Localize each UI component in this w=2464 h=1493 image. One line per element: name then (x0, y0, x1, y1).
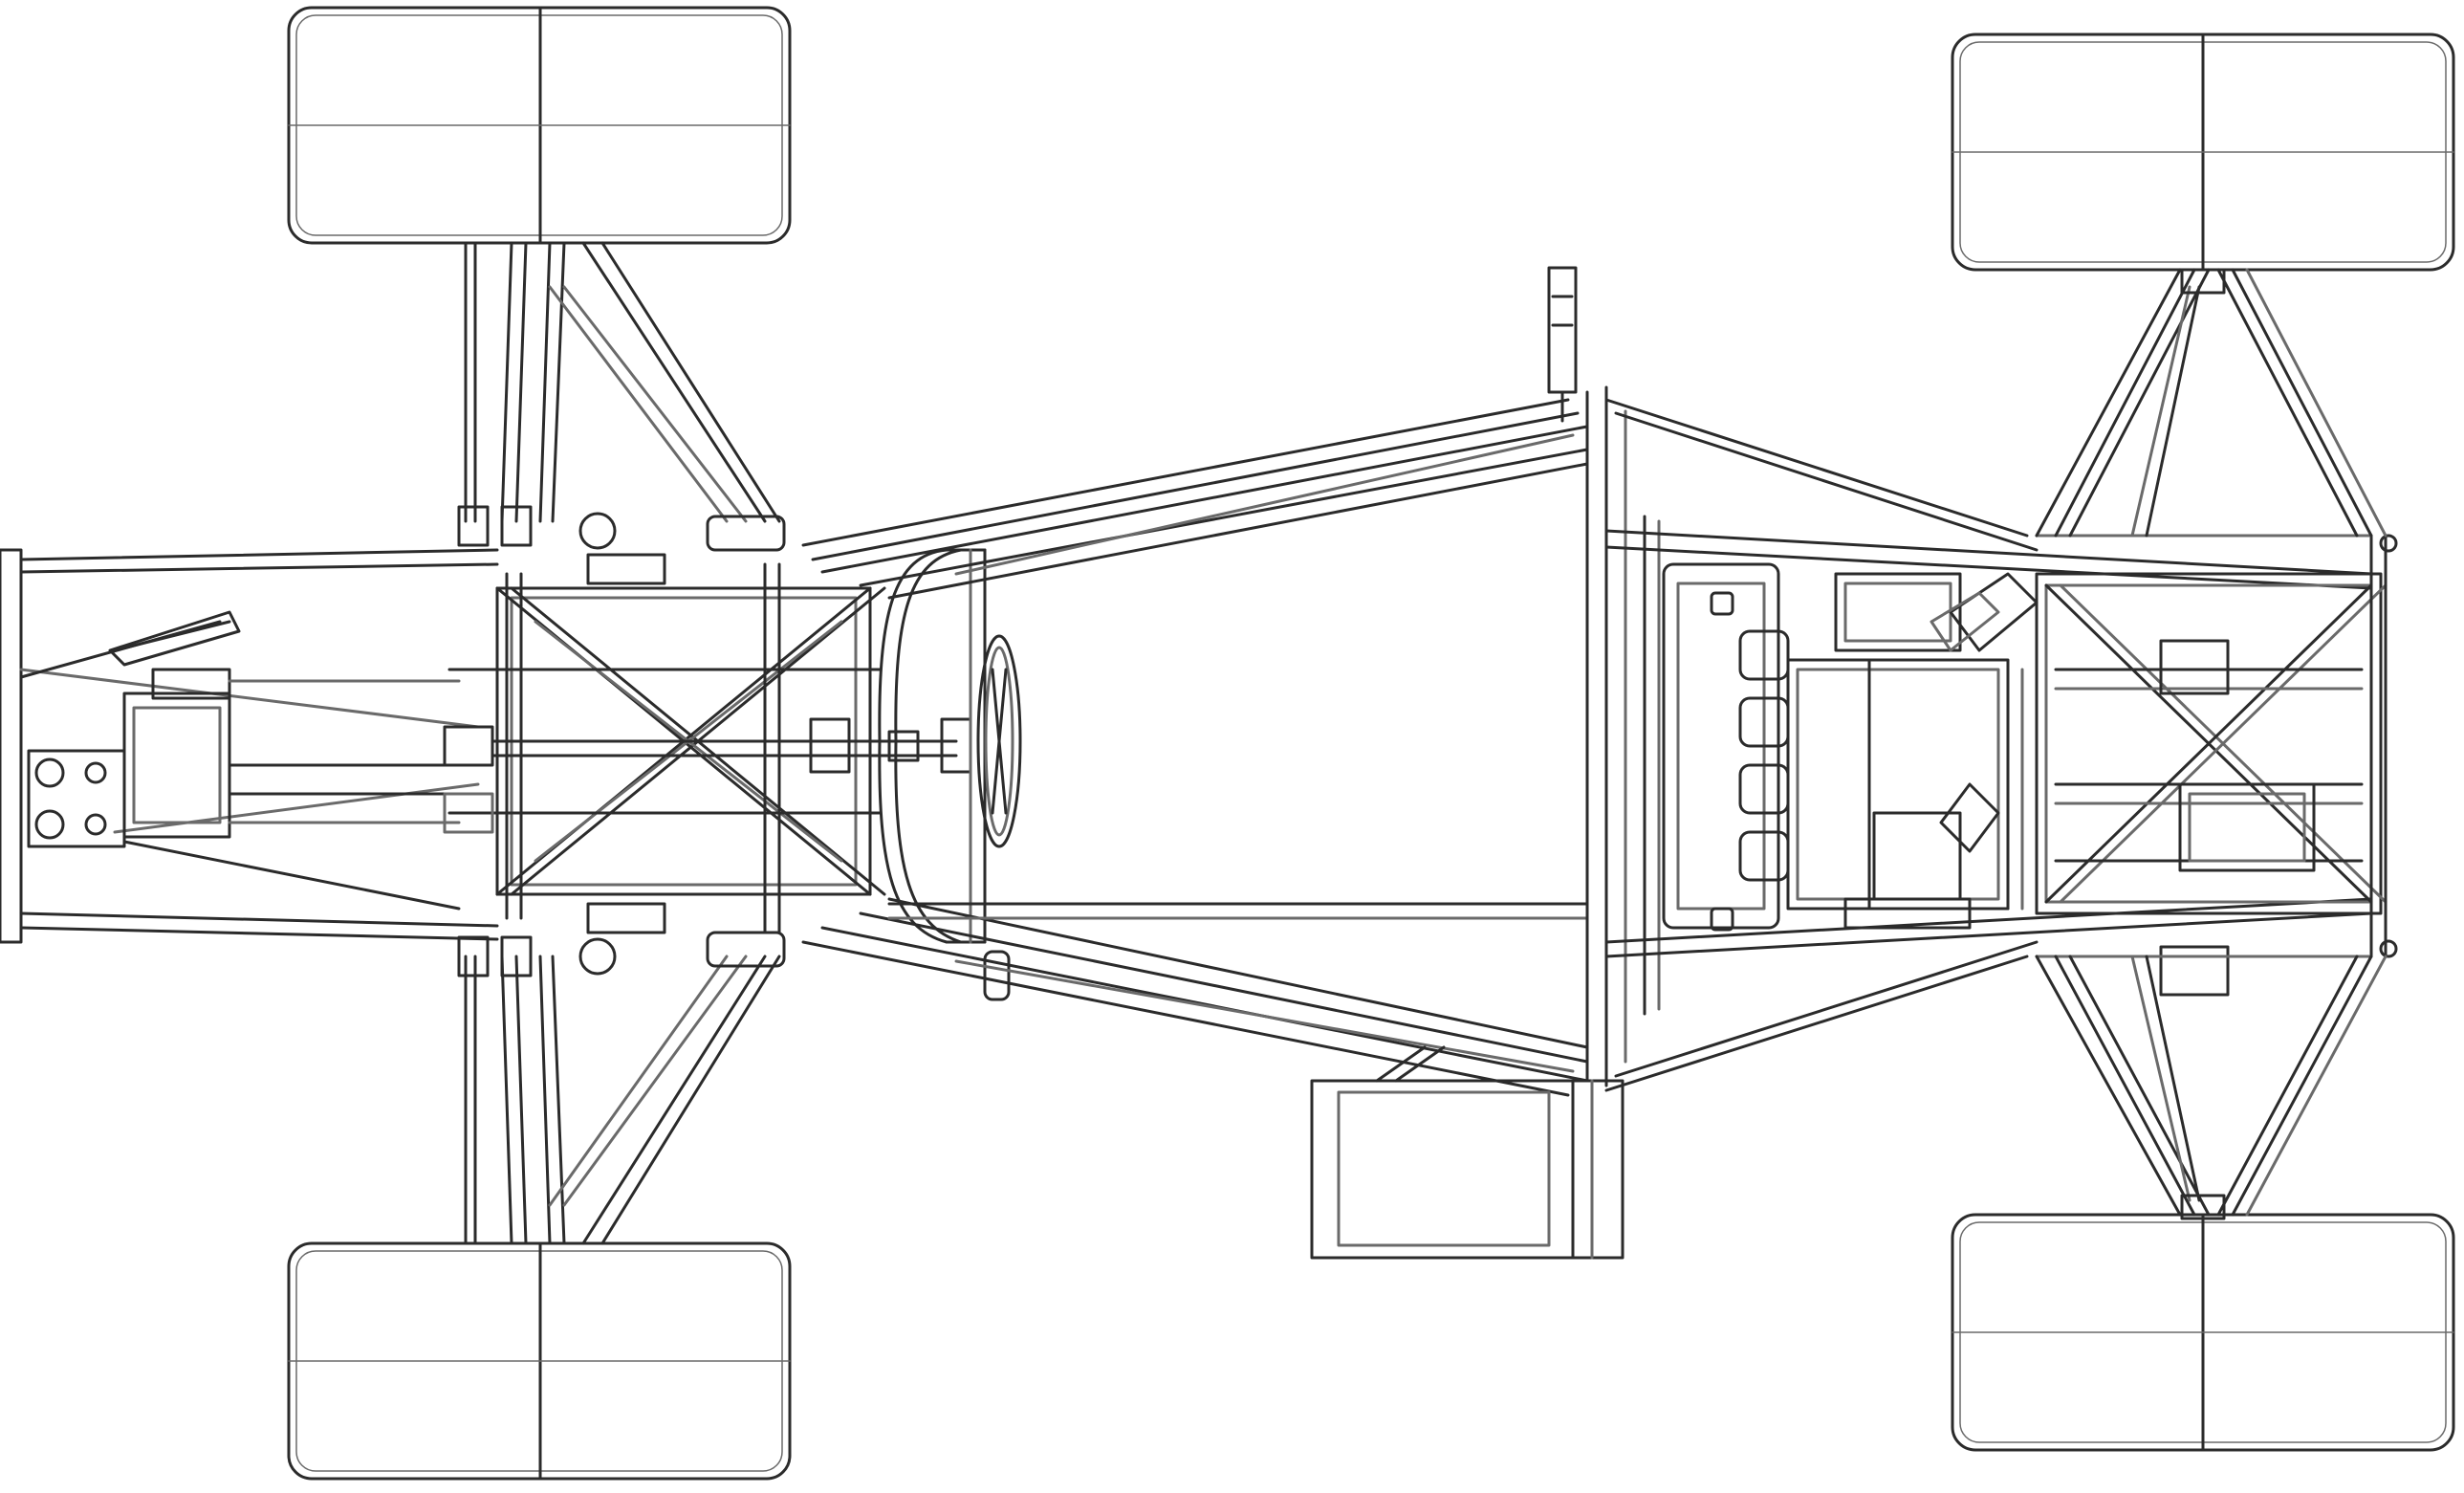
engine (1662, 562, 2039, 932)
rear-frame (1604, 398, 2398, 1092)
front-frame-box (443, 562, 886, 934)
steering-wheel (976, 634, 1022, 848)
rear-right-wheel (1951, 1213, 2455, 1452)
rear-left-wheel (1951, 33, 2455, 272)
cockpit-side-tubes (801, 266, 1589, 1097)
rear-bulkhead (1585, 385, 1661, 1087)
front-right-wheel (287, 1241, 792, 1481)
side-pod (1310, 1045, 1624, 1260)
steering-rack (491, 717, 972, 774)
front-bulkhead (0, 548, 499, 944)
main-hoop (878, 548, 1011, 1001)
front-suspension-wishbones (457, 241, 786, 1245)
front-left-wheel (287, 6, 792, 245)
rear-suspension-wishbones (2035, 268, 2388, 1220)
